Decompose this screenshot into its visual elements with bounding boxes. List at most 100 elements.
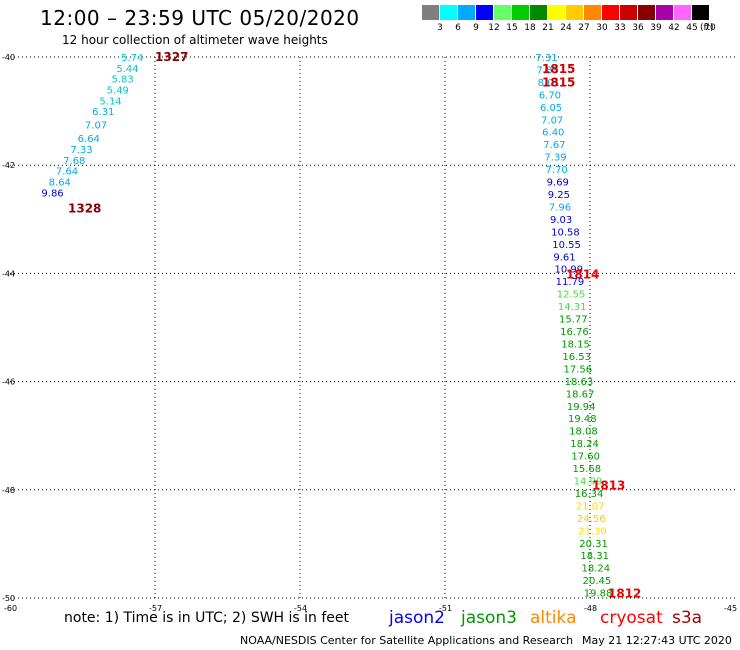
legend-label: 30 [596,23,608,33]
swh-value: 7.31 [535,53,557,64]
legend-unit: (ft) [700,23,714,33]
swh-value: 5.83 [112,75,134,86]
credit-text: NOAA/NESDIS Center for Satellite Applica… [240,634,574,647]
y-tick-label: -50 [2,594,15,603]
legend-swatch [548,5,565,20]
legend-swatch [692,5,709,20]
swh-value: 9.03 [550,215,572,226]
legend-label: 21 [542,23,554,33]
swh-value: 7.07 [85,121,107,132]
mission-jason3: jason3 [461,608,517,628]
swh-value: 12.55 [557,290,586,301]
swh-value: 9.86 [41,188,63,199]
mission-cryosat: cryosat [600,608,663,628]
swh-value: 6.31 [92,107,114,118]
x-tick-label: -45 [724,604,737,613]
swh-value: 18.31 [580,551,609,562]
legend-label: 9 [473,23,479,33]
legend-label: 42 [668,23,680,33]
legend-label: 24 [560,23,572,33]
swh-value: 7.83 [537,65,559,76]
chart-title: 12:00 – 23:59 UTC 05/20/2020 [40,6,360,30]
legend-label: 36 [632,23,644,33]
legend-label: 18 [524,23,536,33]
mission-altika: altika [530,608,577,628]
time-label: 1327 [155,50,188,64]
legend-swatch [458,5,475,20]
swh-value: 21.30 [578,526,607,537]
y-tick-label: -44 [2,269,15,278]
time-label: 1813 [592,478,625,492]
legend-swatch [422,5,439,20]
legend-swatch [494,5,511,20]
legend-swatch [584,5,601,20]
swh-value: 10.55 [552,240,581,251]
time-label: 1815 [542,62,575,76]
chart-subtitle: 12 hour collection of altimeter wave hei… [62,33,328,47]
color-legend: 3 6 9 12 15 18 21 24 27 30 33 36 39 42 45 70 (ft) [422,5,728,35]
swh-value: 15.68 [573,464,602,475]
swh-value: 8.01 [538,78,560,89]
y-tick-label: -42 [2,161,15,170]
swh-value: 5.74 [121,53,143,64]
mission-s3a: s3a [672,608,703,628]
swh-value: 20.31 [579,539,608,550]
legend-label: 70 [704,23,716,33]
legend-swatch [674,5,691,20]
legend-swatch [530,5,547,20]
swh-value: 18.63 [565,377,594,388]
swh-value: 17.60 [571,452,600,463]
legend-label: 33 [614,23,626,33]
swh-value: 7.96 [549,202,571,213]
swh-value: 19.94 [567,402,596,413]
time-label: 1812 [608,587,641,601]
time-label: 1815 [542,75,575,89]
swh-value: 16.53 [562,352,591,363]
x-tick-label: -57 [149,604,162,613]
swh-value: 5.14 [99,96,121,107]
swh-value: 18.08 [569,427,598,438]
mission-jason2: jason2 [389,608,445,628]
generated-time: May 21 12:27:43 UTC 2020 [582,634,732,647]
swh-value: 17.56 [564,364,593,375]
swh-value: 15.77 [559,315,588,326]
swh-value: 6.64 [78,134,100,145]
legend-swatch [440,5,457,20]
swh-value: 11.79 [556,277,585,288]
swh-value: 19.88 [584,589,613,600]
legend-label: 15 [506,23,518,33]
legend-label: 39 [650,23,662,33]
time-label: 1814 [566,267,599,281]
swh-value: 7.07 [541,115,563,126]
swh-value: 19.48 [568,414,597,425]
legend-label: 27 [578,23,590,33]
swh-value: 7.68 [63,156,85,167]
legend-swatch [638,5,655,20]
legend-label: 6 [455,23,461,33]
swh-value: 7.33 [70,145,92,156]
legend-label: 12 [488,23,500,33]
swh-value: 5.49 [107,85,129,96]
legend-swatch [512,5,529,20]
swh-value: 7.64 [56,167,78,178]
legend-label: 45 [686,23,698,33]
legend-swatch [602,5,619,20]
swh-value: 18.67 [566,389,595,400]
swh-value: 18.24 [570,439,599,450]
swh-value: 6.70 [539,90,561,101]
swh-value: 7.39 [544,153,566,164]
swh-value: 10.58 [551,227,580,238]
x-tick-label: -60 [4,604,17,613]
swh-value: 7.67 [543,140,565,151]
swh-value: 16.34 [575,489,604,500]
swh-value: 6.05 [540,103,562,114]
swh-value: 18.15 [561,339,590,350]
swh-value: 7.70 [546,165,568,176]
units-note: note: 1) Time is in UTC; 2) SWH is in fe… [64,610,350,626]
swh-value: 9.25 [548,190,570,201]
legend-swatch [620,5,637,20]
swh-value: 6.40 [542,128,564,139]
x-tick-label: -51 [439,604,452,613]
swh-value: 14.31 [558,302,587,313]
